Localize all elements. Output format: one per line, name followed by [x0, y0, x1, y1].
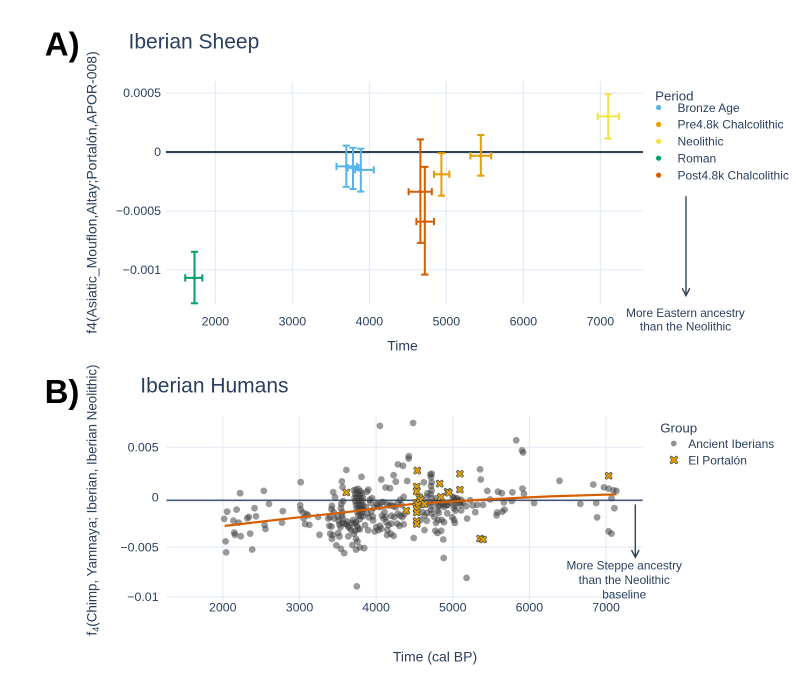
- svg-text:baseline: baseline: [602, 588, 646, 602]
- svg-text:−0.0005: −0.0005: [116, 204, 161, 218]
- svg-text:Roman: Roman: [678, 152, 717, 166]
- svg-text:4000: 4000: [362, 601, 390, 615]
- svg-text:2000: 2000: [202, 315, 230, 329]
- svg-text:5000: 5000: [433, 315, 461, 329]
- svg-text:7000: 7000: [592, 601, 620, 615]
- svg-text:Neolithic: Neolithic: [678, 135, 724, 149]
- svg-text:3000: 3000: [279, 315, 307, 329]
- svg-text:Time (cal BP): Time (cal BP): [393, 649, 477, 665]
- svg-text:More Steppe ancestry: More Steppe ancestry: [566, 558, 682, 572]
- svg-text:0.0005: 0.0005: [123, 86, 161, 100]
- svg-text:3000: 3000: [286, 601, 314, 615]
- svg-text:than the Neolithic: than the Neolithic: [579, 573, 670, 587]
- svg-text:0: 0: [152, 491, 159, 505]
- svg-text:Post4.8k Chalcolithic: Post4.8k Chalcolithic: [678, 168, 789, 182]
- svg-text:Group: Group: [660, 421, 697, 436]
- svg-text:Time: Time: [387, 338, 418, 354]
- svg-text:4000: 4000: [356, 315, 384, 329]
- svg-text:5000: 5000: [439, 601, 467, 615]
- svg-text:6000: 6000: [516, 601, 544, 615]
- svg-text:Ancient Iberians: Ancient Iberians: [688, 437, 774, 451]
- svg-text:More Eastern ancestry: More Eastern ancestry: [626, 306, 745, 320]
- svg-text:A): A): [45, 26, 80, 63]
- svg-text:6000: 6000: [510, 315, 538, 329]
- svg-text:f4(Chimp, Yamnaya; Iberian, Ib: f4(Chimp, Yamnaya; Iberian, Iberian Neol…: [85, 365, 102, 636]
- svg-text:Bronze Age: Bronze Age: [678, 101, 740, 115]
- svg-text:0: 0: [154, 145, 161, 159]
- svg-text:−0.01: −0.01: [127, 590, 158, 604]
- svg-text:than the Neolithic: than the Neolithic: [640, 319, 731, 333]
- svg-text:Iberian Humans: Iberian Humans: [140, 375, 288, 398]
- svg-text:Period: Period: [655, 89, 693, 104]
- svg-text:El Portalón: El Portalón: [688, 453, 747, 467]
- svg-text:2000: 2000: [209, 601, 237, 615]
- svg-text:7000: 7000: [587, 315, 615, 329]
- svg-text:Pre4.8k Chalcolithic: Pre4.8k Chalcolithic: [678, 118, 784, 132]
- svg-text:Iberian Sheep: Iberian Sheep: [129, 30, 260, 53]
- svg-text:f4(Asiatic_Mouflon,Altay;Porta: f4(Asiatic_Mouflon,Altay;Portalón,APOR-0…: [84, 51, 100, 333]
- svg-text:B): B): [45, 373, 80, 410]
- svg-text:−0.005: −0.005: [120, 540, 158, 554]
- svg-text:0.005: 0.005: [128, 441, 159, 455]
- svg-text:−0.001: −0.001: [123, 263, 161, 277]
